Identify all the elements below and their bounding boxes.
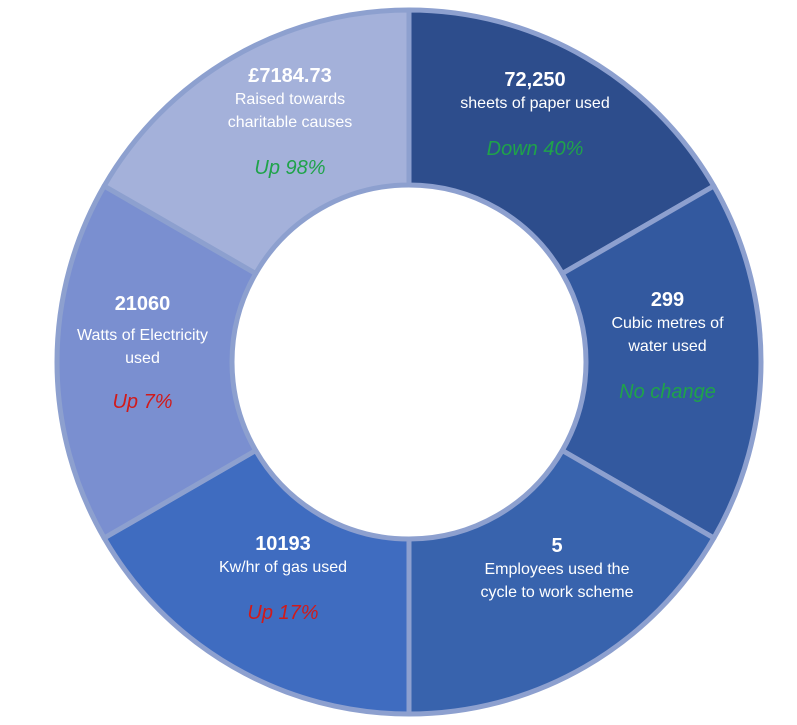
donut-segment-1	[406, 7, 717, 276]
segment-description: Cubic metres of water used	[611, 315, 724, 355]
segment-value: 21060	[114, 293, 171, 315]
donut-segment-5	[54, 183, 259, 541]
segment-label-water: 299 Cubic metres of water used No change	[595, 288, 740, 404]
segment-description: sheets of paper used	[460, 95, 610, 112]
segment-label-paper: 72,250 sheets of paper used Down 40%	[440, 68, 630, 161]
segment-change: No change	[619, 381, 716, 403]
segment-label-electricity: 21060 Watts of Electricity used Up 7%	[60, 292, 225, 414]
segment-description: Kw/hr of gas used	[218, 559, 348, 576]
segment-label-gas: 10193 Kw/hr of gas used Up 17%	[193, 532, 373, 625]
donut-segment-6	[101, 7, 412, 276]
segment-change: Up 17%	[247, 602, 319, 624]
segment-change: Up 7%	[112, 391, 173, 413]
segment-value: 72,250	[504, 69, 566, 91]
segment-description: Raised towards charitable causes	[227, 91, 353, 131]
segment-label-charity: £7184.73 Raised towards charitable cause…	[200, 64, 380, 180]
segment-value: £7184.73	[248, 65, 332, 87]
donut-segment-3	[406, 448, 717, 717]
segment-description: Employees used the cycle to work scheme	[480, 561, 634, 601]
segment-value: 5	[551, 535, 563, 557]
donut-segment-4	[101, 448, 412, 717]
segment-value: 10193	[255, 533, 311, 555]
segment-value: 299	[650, 289, 685, 311]
segment-label-cycle: 5 Employees used the cycle to work schem…	[467, 534, 647, 604]
segment-change: Down 40%	[486, 138, 584, 160]
donut-segment-2	[559, 183, 764, 541]
segment-description: Watts of Electricity used	[77, 327, 208, 367]
segment-change: Up 98%	[254, 157, 326, 179]
